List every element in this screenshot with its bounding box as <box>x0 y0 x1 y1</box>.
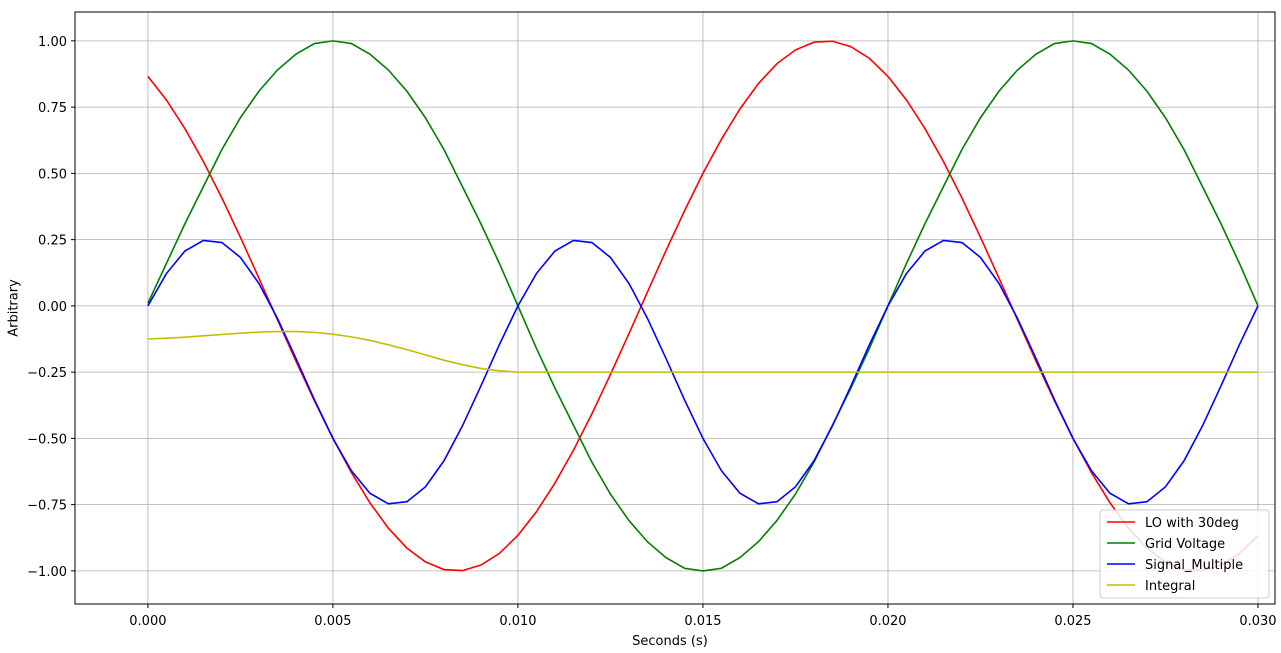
y-tick-label: 1.00 <box>38 35 67 50</box>
y-tick-label: 0.75 <box>38 101 67 116</box>
x-axis-label: Seconds (s) <box>632 634 708 649</box>
x-tick-label: 0.030 <box>1239 614 1276 629</box>
series-line <box>147 330 1258 373</box>
legend-label: Integral <box>1145 579 1195 594</box>
y-tick-label: 0.00 <box>38 300 67 315</box>
y-tick-label: −0.75 <box>27 499 67 514</box>
legend-box <box>1099 509 1270 599</box>
plot-lines <box>147 40 1259 572</box>
x-tick-label: 0.005 <box>314 614 351 629</box>
y-tick-label: 0.25 <box>38 234 67 249</box>
x-tick-label: 0.015 <box>684 614 721 629</box>
y-tick-label: −1.00 <box>27 565 67 580</box>
legend-label: Signal_Multiple <box>1145 558 1243 573</box>
legend-label: LO with 30deg <box>1145 516 1239 531</box>
x-tick-label: 0.025 <box>1054 614 1091 629</box>
y-tick-label: −0.25 <box>27 366 67 381</box>
y-axis-label: Arbitrary <box>7 279 22 337</box>
x-tick-label: 0.000 <box>129 614 166 629</box>
legend-label: Grid Voltage <box>1145 537 1225 552</box>
series-line <box>147 40 1259 572</box>
x-tick-label: 0.010 <box>499 614 536 629</box>
plot-frame <box>74 11 1276 605</box>
series-line <box>147 239 1259 505</box>
y-tick-label: −0.50 <box>27 432 67 447</box>
x-tick-label: 0.020 <box>869 614 906 629</box>
y-tick-label: 0.50 <box>38 167 67 182</box>
